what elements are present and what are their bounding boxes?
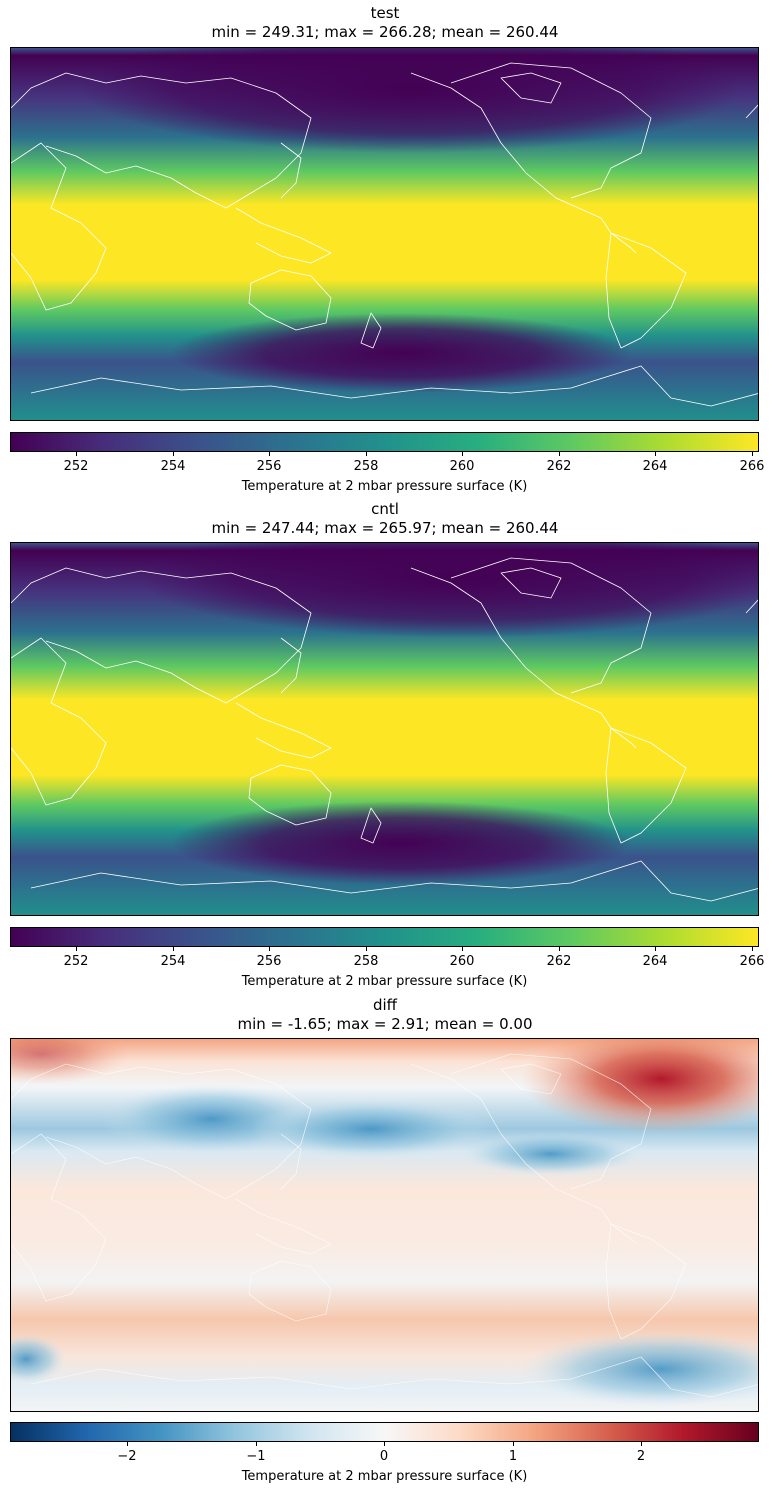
panel-stats-diff: min = -1.65; max = 2.91; mean = 0.00 (237, 1015, 533, 1033)
panel-title-diff: diff (372, 996, 398, 1014)
tick-label: 260 (449, 954, 475, 969)
tick-label: 258 (353, 459, 379, 474)
map-test (10, 47, 759, 421)
colorbar-test (10, 432, 759, 452)
tick-label: 256 (256, 459, 282, 474)
tick-label: 266 (739, 459, 765, 474)
tick-label: 264 (642, 954, 668, 969)
coastlines-test (11, 62, 758, 407)
colorbar-cntl (10, 927, 759, 947)
tick-label: 264 (642, 459, 668, 474)
colorbar-ticks-cntl: 252 254 256 258 260 262 264 266 (10, 947, 764, 969)
tick-label: 0 (379, 1449, 389, 1464)
tick-label: 262 (546, 954, 572, 969)
tick-label: 266 (739, 954, 765, 969)
tick-label: 258 (353, 954, 379, 969)
colorbar-ticks-test: 252 254 256 258 260 262 264 266 (10, 452, 764, 474)
tick-label: 254 (160, 459, 186, 474)
tick-label: 2 (636, 1449, 646, 1464)
colorbar-label-diff: Temperature at 2 mbar pressure surface (… (241, 1469, 528, 1484)
map-diff (10, 1038, 759, 1412)
panel-title-test: test (370, 4, 400, 22)
tick-label: 262 (546, 459, 572, 474)
tick-label: −1 (246, 1449, 266, 1464)
map-cntl (10, 542, 759, 916)
tick-label: −2 (117, 1449, 137, 1464)
tick-label: 252 (63, 459, 89, 474)
tick-label: 252 (63, 954, 89, 969)
tick-label: 260 (449, 459, 475, 474)
colorbar-ticks-diff: −2 −1 0 1 2 (10, 1442, 759, 1464)
panel-stats-test: min = 249.31; max = 266.28; mean = 260.4… (211, 23, 559, 41)
colorbar-diff (10, 1422, 759, 1442)
panel-stats-cntl: min = 247.44; max = 265.97; mean = 260.4… (211, 519, 559, 537)
coastlines-cntl (11, 557, 758, 902)
tick-label: 256 (256, 954, 282, 969)
colorbar-label-test: Temperature at 2 mbar pressure surface (… (241, 479, 528, 494)
tick-label: 254 (160, 954, 186, 969)
colorbar-label-cntl: Temperature at 2 mbar pressure surface (… (241, 974, 528, 989)
panel-title-cntl: cntl (371, 500, 399, 518)
tick-label: 1 (508, 1449, 518, 1464)
coastlines-diff (11, 1053, 758, 1398)
